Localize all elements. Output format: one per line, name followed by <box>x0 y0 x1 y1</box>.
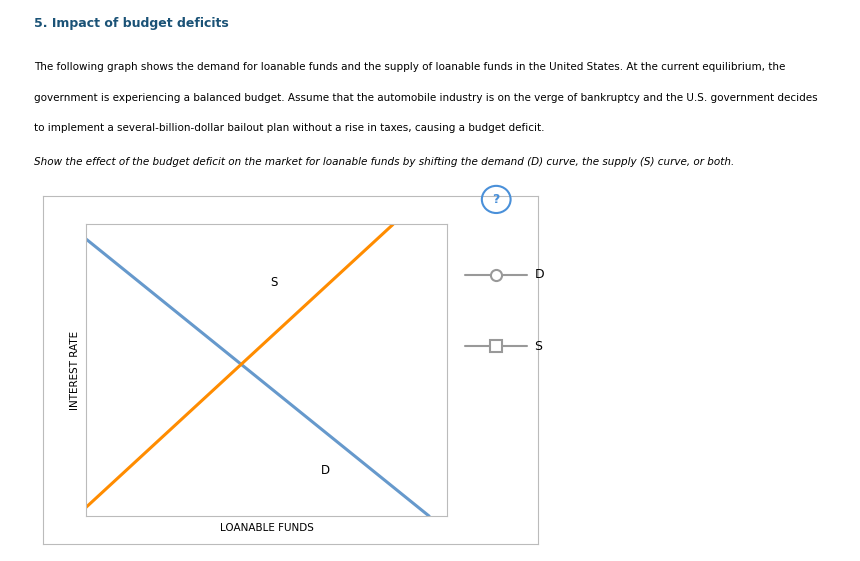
Text: The following graph shows the demand for loanable funds and the supply of loanab: The following graph shows the demand for… <box>34 62 786 72</box>
Text: D: D <box>534 268 544 281</box>
Text: S: S <box>270 275 278 288</box>
Text: government is experiencing a balanced budget. Assume that the automobile industr: government is experiencing a balanced bu… <box>34 93 818 103</box>
Text: 5. Impact of budget deficits: 5. Impact of budget deficits <box>34 17 229 30</box>
X-axis label: LOANABLE FUNDS: LOANABLE FUNDS <box>219 523 314 533</box>
Text: D: D <box>321 463 330 477</box>
Text: to implement a several-billion-dollar bailout plan without a rise in taxes, caus: to implement a several-billion-dollar ba… <box>34 123 545 134</box>
Text: ?: ? <box>493 193 500 206</box>
Text: S: S <box>534 340 543 353</box>
Y-axis label: INTEREST RATE: INTEREST RATE <box>71 330 81 410</box>
Text: Show the effect of the budget deficit on the market for loanable funds by shifti: Show the effect of the budget deficit on… <box>34 157 734 167</box>
